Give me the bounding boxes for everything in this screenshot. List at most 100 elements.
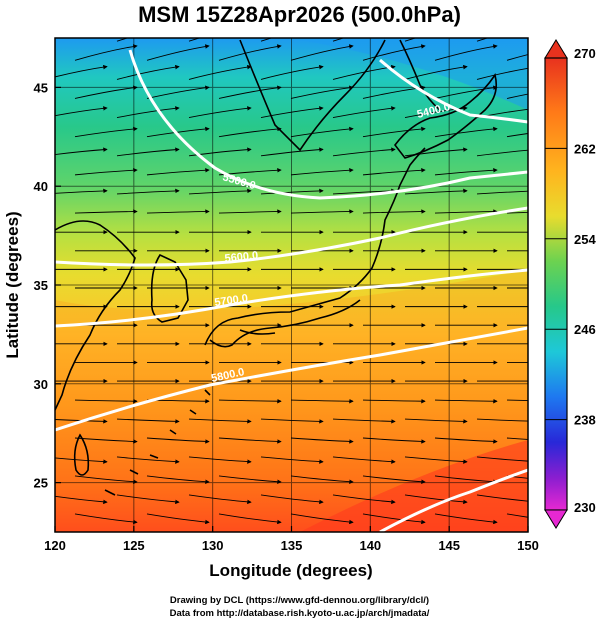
streamline [362,437,426,444]
y-axis-label: Latitude (degrees) [3,211,22,358]
streamline [290,126,354,138]
streamline [55,188,108,194]
y-tick-label: 30 [34,377,48,392]
x-tick-label: 125 [123,538,145,553]
streamline [55,419,108,424]
streamline [146,209,210,214]
streamline [404,64,468,80]
colorbar-label: 238 [574,413,596,428]
y-tick-label: 40 [34,179,48,194]
streamline [146,44,210,61]
streamline [146,475,210,484]
streamline [290,168,354,176]
streamline [188,188,252,195]
colorbar-label: 270 [574,46,596,61]
streamline [404,106,468,119]
colorbar-label: 262 [574,141,596,156]
streamline [290,513,354,525]
contour-5400 [379,58,528,124]
y-tick-label: 25 [34,476,48,491]
streamline [74,209,138,214]
streamline [476,38,489,42]
streamline [116,494,180,505]
streamline [146,437,210,444]
x-axis-ticks: 120 125 130 135 140 145 150 [44,526,539,553]
streamline [260,418,324,424]
streamline [434,398,498,404]
contour-label-5700: 5700.0 [214,292,249,309]
streamline [74,475,138,484]
streamline [506,437,528,440]
streamline [404,147,468,157]
coastlines [55,39,498,496]
streamline [260,64,324,80]
streamline [404,38,417,42]
streamline [290,398,354,404]
map-title: MSM 15Z28Apr2026 (500.0hPa) [138,2,461,27]
streamline [434,44,498,61]
streamline [55,495,108,505]
x-tick-label: 145 [438,538,460,553]
streamline [434,168,498,176]
streamline [476,67,528,80]
streamline [404,188,468,195]
contour-5800 [55,326,528,432]
streamline [74,437,138,444]
x-tick-label: 150 [517,538,539,553]
contour-5600 [55,206,528,267]
streamline [188,64,252,80]
streamline [332,38,345,42]
streamline [116,38,129,42]
streamline [260,188,324,195]
streamline [332,147,396,157]
streamline [74,513,138,525]
streamline [362,44,426,61]
streamline [55,106,108,117]
y-tick-label: 45 [34,80,48,95]
streamline [74,168,138,176]
streamline [260,494,324,505]
contour-label-5600: 5600.0 [224,250,259,265]
wind-streamlines [55,38,528,525]
streamline [290,85,354,99]
streamline [74,398,138,404]
x-tick-label: 120 [44,538,66,553]
colorbar-label: 246 [574,322,596,337]
streamline [260,147,324,157]
streamline [55,147,108,155]
streamline [218,209,282,214]
streamline [74,44,138,61]
streamline [116,64,180,80]
streamline [332,456,396,464]
streamline [506,93,528,99]
colorbar: 270 262 254 246 238 230 [544,39,596,529]
streamline [506,211,528,214]
x-axis-label: Longitude (degrees) [209,561,372,580]
streamline [146,126,210,138]
streamline [332,494,396,505]
streamline [188,456,252,464]
streamline [362,126,426,138]
colorbar-label: 230 [574,500,596,515]
streamline [218,126,282,138]
streamline [116,456,180,464]
streamline [290,44,354,61]
streamline [146,85,210,99]
streamline [476,190,528,195]
credits: Drawing by DCL (https://www.gfd-dennou.o… [0,594,599,620]
streamline [434,437,498,444]
streamline [290,437,354,444]
streamline [218,475,282,484]
credit-drawing: Drawing by DCL (https://www.gfd-dennou.o… [169,595,430,606]
streamline [260,38,273,42]
streamline [188,106,252,119]
streamline [218,513,282,525]
x-tick-label: 135 [281,538,303,553]
streamline [260,456,324,464]
streamline [146,513,210,525]
streamline [188,494,252,505]
streamline [55,457,108,464]
streamline [434,513,498,525]
streamline [55,64,108,78]
streamline [188,418,252,424]
